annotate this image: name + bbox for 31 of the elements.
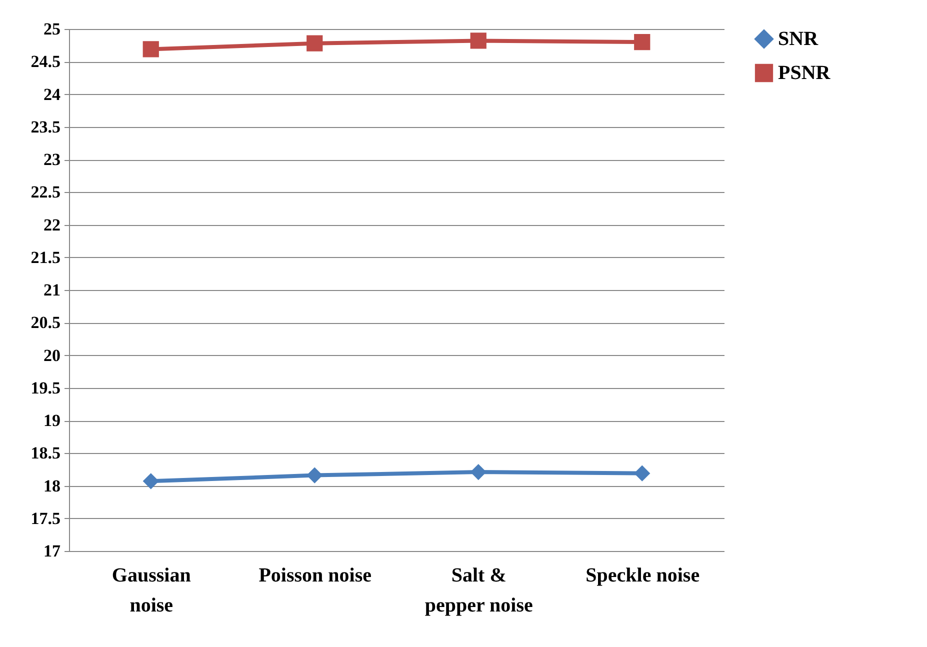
legend-label: SNR: [778, 28, 819, 50]
y-tick-label: 21.5: [30, 248, 60, 267]
point: [470, 464, 486, 480]
x-tick-label: Poisson noise: [258, 564, 372, 586]
y-tick-label: 19.5: [30, 378, 60, 398]
y-tick-label: 21: [44, 280, 60, 300]
point: [306, 35, 323, 52]
point: [634, 34, 650, 50]
y-tick-label: 22.5: [30, 182, 60, 202]
y-tick-label: 20: [44, 346, 60, 365]
y-tick-label: 19: [44, 411, 60, 430]
point: [142, 473, 159, 490]
y-tick-label: 23.5: [30, 117, 60, 136]
point: [306, 467, 323, 484]
y-tick-label: 18.5: [30, 444, 60, 463]
y-tick-label: 24: [44, 84, 61, 104]
y-tick-label: 24.5: [30, 52, 60, 72]
point: [634, 465, 650, 482]
legend-label: PSNR: [778, 62, 831, 84]
y-tick-label: 23: [44, 150, 60, 169]
x-tick-label: Speckle noise: [586, 564, 700, 586]
y-tick-label: 17.5: [30, 508, 60, 528]
y-tick-label: 17: [44, 542, 61, 560]
y-tick-label: 22: [44, 215, 60, 234]
point: [142, 41, 159, 58]
point: [470, 32, 486, 49]
x-tick-label: Salt & pepper noise: [424, 564, 533, 616]
x-tick-label: Gaussian noise: [112, 564, 191, 616]
y-tick-label: 25: [44, 20, 60, 38]
y-tick-label: 20.5: [30, 313, 60, 332]
y-tick-label: 18: [44, 476, 60, 496]
